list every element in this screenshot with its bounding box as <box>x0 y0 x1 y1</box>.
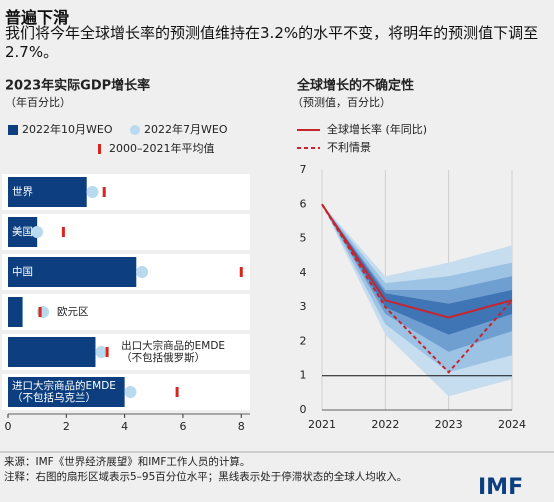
legend-swatch <box>130 125 140 135</box>
dot <box>124 386 137 398</box>
y-tick-label: 7 <box>300 163 307 176</box>
chart-subtitle: （预测值，百分比） <box>292 96 391 109</box>
dot <box>31 226 44 238</box>
y-tick-label: 0 <box>300 403 307 416</box>
source: 来源：IMF《世界经济展望》和IMF工作人员的计算。 <box>4 455 250 468</box>
average-tick <box>102 187 106 197</box>
note: 注释：右图的扇形区域表示5–95百分位水平；黑线表示处于停滞状态的全球人均收入。 <box>4 470 407 483</box>
category-label: 欧元区 <box>56 306 89 318</box>
x-tick-label: 8 <box>238 420 245 433</box>
category-label: 美国 <box>12 226 33 238</box>
category-label: 中国 <box>12 266 33 278</box>
average-tick <box>105 347 109 357</box>
legend-label: 全球增长率 (年同比) <box>327 122 427 136</box>
series-line <box>321 203 513 319</box>
row-background <box>2 214 250 250</box>
x-tick-label: 2024 <box>498 418 526 431</box>
logo: IMF <box>478 475 523 500</box>
category-label: 世界 <box>12 186 33 198</box>
y-tick-label: 3 <box>300 300 307 313</box>
x-tick-label: 0 <box>5 420 12 433</box>
chart-title: 全球增长的不确定性 <box>296 78 414 94</box>
category-label: 进口大宗商品的EMDE （不包括乌克兰） <box>12 380 116 404</box>
x-tick-label: 2021 <box>308 418 336 431</box>
bar <box>8 337 96 367</box>
y-tick-label: 2 <box>300 334 307 347</box>
legend-label: 不利情景 <box>327 141 371 154</box>
average-tick <box>175 387 179 397</box>
y-tick-label: 1 <box>300 369 307 382</box>
category-label: 出口大宗商品的EMDE （不包括俄罗斯） <box>121 340 226 364</box>
x-tick-label: 2022 <box>371 418 399 431</box>
average-tick <box>61 227 65 237</box>
legend-label: 2000–2021年平均值 <box>109 141 215 155</box>
y-tick-label: 6 <box>300 197 307 210</box>
bar <box>8 177 87 207</box>
legend-label: 2022年7月WEO <box>144 122 228 136</box>
x-tick-label: 2 <box>63 420 70 433</box>
dot <box>95 346 108 358</box>
y-tick-label: 5 <box>300 232 307 245</box>
legend-swatch <box>8 125 18 135</box>
y-tick-label: 4 <box>300 266 307 279</box>
page-subtitle: 我们将今年全球增长率的预测值维持在3.2%的水平不变，将明年的预测值下调至2.7… <box>5 24 539 61</box>
x-tick-label: 2023 <box>435 418 463 431</box>
x-tick-label: 6 <box>179 420 186 433</box>
chart-title: 2023年实际GDP增长率 <box>5 78 150 94</box>
dot <box>86 186 99 198</box>
legend-label: 2022年10月WEO <box>22 122 113 136</box>
legend-swatch <box>98 144 101 154</box>
x-tick-label: 4 <box>121 420 128 433</box>
page-title: 普遍下滑 <box>5 8 70 27</box>
series-line <box>321 203 513 374</box>
fan-band <box>322 204 512 335</box>
bar <box>8 297 23 327</box>
average-tick <box>239 267 243 277</box>
bar <box>8 377 125 407</box>
average-tick <box>38 307 42 317</box>
dot <box>136 266 149 278</box>
bar <box>8 257 137 287</box>
chart-subtitle: （年百分比） <box>5 95 71 109</box>
